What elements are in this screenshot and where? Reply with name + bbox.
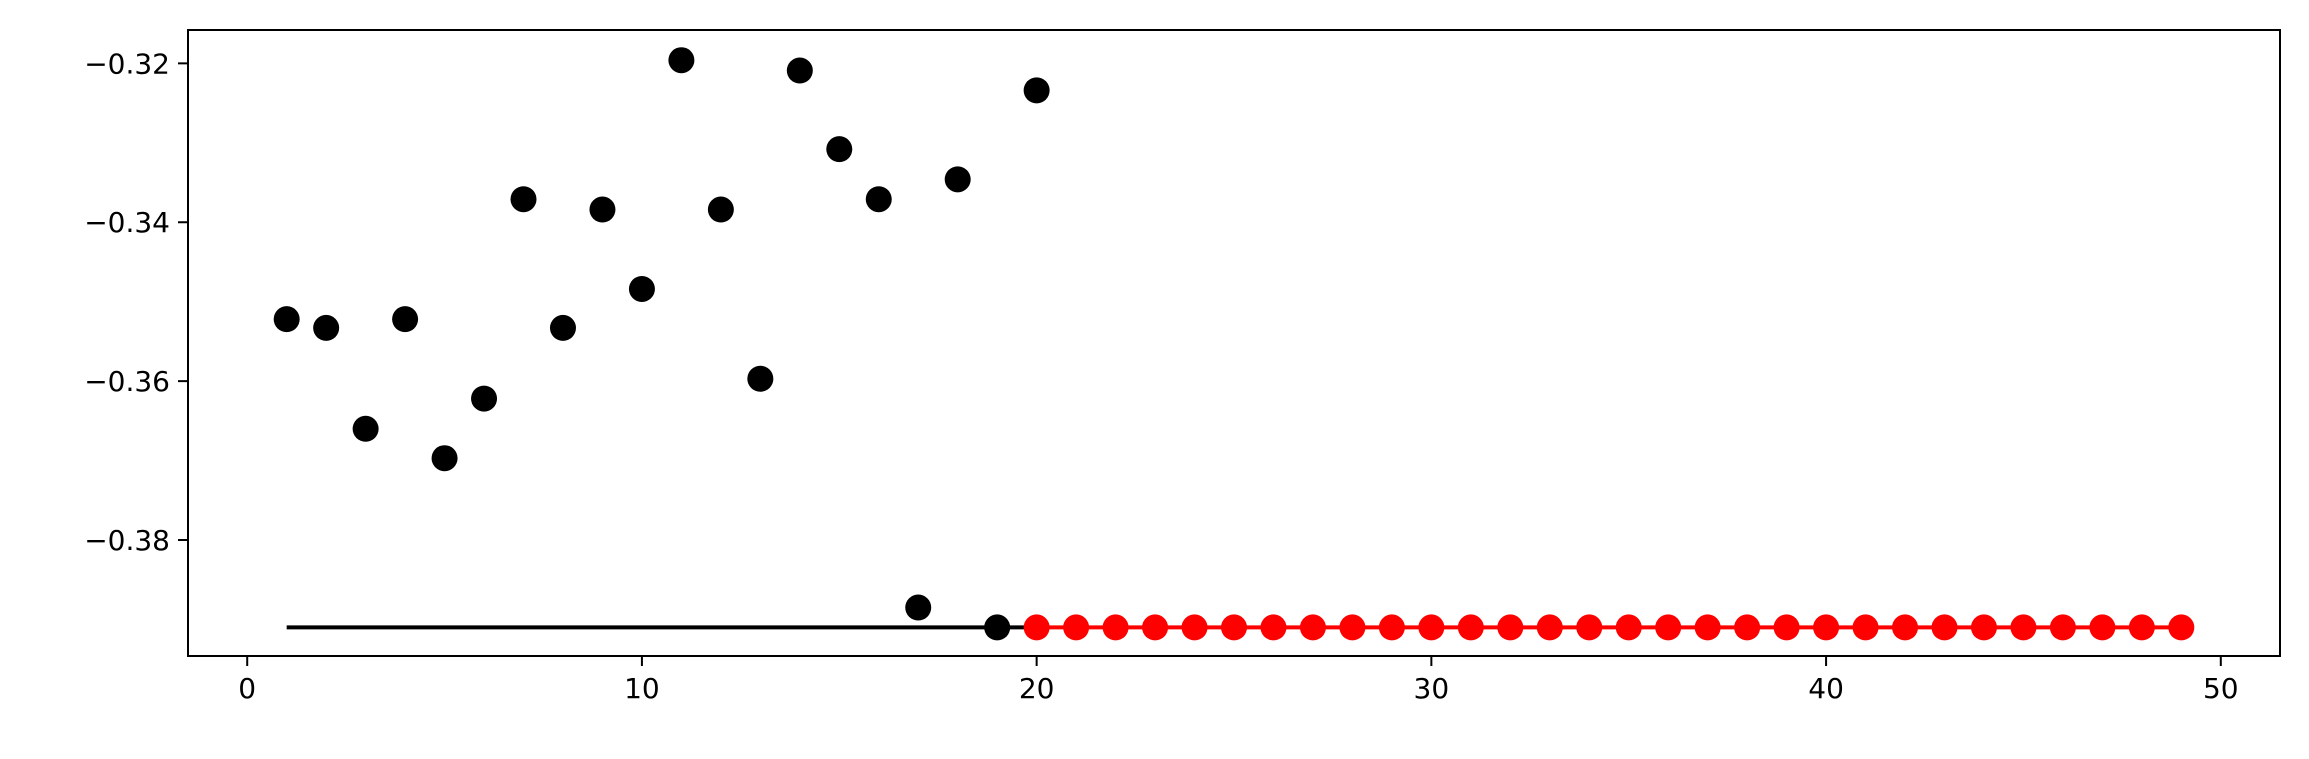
y-tick-label: −0.32 bbox=[84, 47, 170, 80]
x-tick-label: 40 bbox=[1808, 672, 1844, 705]
data-point bbox=[1773, 614, 1800, 641]
data-point bbox=[1299, 614, 1326, 641]
data-point bbox=[905, 594, 932, 621]
data-point bbox=[273, 306, 300, 333]
data-point bbox=[431, 445, 458, 472]
data-point bbox=[1931, 614, 1958, 641]
data-point bbox=[865, 186, 892, 213]
data-point bbox=[1970, 614, 1997, 641]
data-point bbox=[1655, 614, 1682, 641]
data-point bbox=[313, 314, 340, 341]
data-point bbox=[1378, 614, 1405, 641]
data-point bbox=[1852, 614, 1879, 641]
data-point bbox=[2128, 614, 2155, 641]
x-tick-label: 20 bbox=[1019, 672, 1055, 705]
data-point bbox=[747, 365, 774, 392]
data-point bbox=[1576, 614, 1603, 641]
data-point bbox=[1102, 614, 1129, 641]
data-point bbox=[2049, 614, 2076, 641]
data-point bbox=[1339, 614, 1366, 641]
data-point bbox=[1497, 614, 1524, 641]
data-point bbox=[2089, 614, 2116, 641]
data-point bbox=[1063, 614, 1090, 641]
data-point bbox=[1536, 614, 1563, 641]
y-tick-label: −0.38 bbox=[84, 524, 170, 557]
data-point bbox=[2010, 614, 2037, 641]
data-point bbox=[1892, 614, 1919, 641]
data-point bbox=[1418, 614, 1445, 641]
x-tick-label: 0 bbox=[238, 672, 256, 705]
axes-frame bbox=[187, 29, 2281, 657]
data-point bbox=[1615, 614, 1642, 641]
data-point bbox=[944, 166, 971, 193]
x-tick-label: 50 bbox=[2203, 672, 2239, 705]
data-point bbox=[1694, 614, 1721, 641]
data-point bbox=[1734, 614, 1761, 641]
data-point bbox=[1221, 614, 1247, 641]
x-tick-label: 10 bbox=[624, 672, 660, 705]
y-tick-label: −0.34 bbox=[84, 206, 170, 239]
data-point bbox=[1142, 614, 1169, 641]
data-point bbox=[786, 57, 813, 84]
data-point bbox=[1023, 77, 1050, 104]
data-point bbox=[2168, 614, 2195, 641]
y-tick-label: −0.36 bbox=[84, 365, 170, 398]
y-axis: −0.32 −0.34 −0.36 −0.38 bbox=[84, 47, 188, 557]
data-point bbox=[352, 415, 379, 442]
data-point bbox=[668, 47, 695, 74]
data-point bbox=[1260, 614, 1287, 641]
data-point bbox=[707, 196, 734, 223]
data-point bbox=[510, 186, 537, 213]
data-point bbox=[392, 306, 419, 333]
data-point bbox=[1023, 614, 1050, 641]
data-point bbox=[1181, 614, 1208, 641]
x-tick-label: 30 bbox=[1414, 672, 1450, 705]
data-point bbox=[549, 314, 576, 341]
data-point bbox=[1457, 614, 1484, 641]
x-axis: 0 10 20 30 40 50 bbox=[238, 656, 2239, 705]
data-point bbox=[628, 275, 655, 302]
data-point bbox=[471, 385, 498, 412]
plot-area bbox=[273, 47, 2195, 641]
data-point bbox=[826, 136, 853, 163]
data-point bbox=[589, 196, 616, 223]
data-point bbox=[1813, 614, 1840, 641]
data-point bbox=[984, 614, 1011, 641]
